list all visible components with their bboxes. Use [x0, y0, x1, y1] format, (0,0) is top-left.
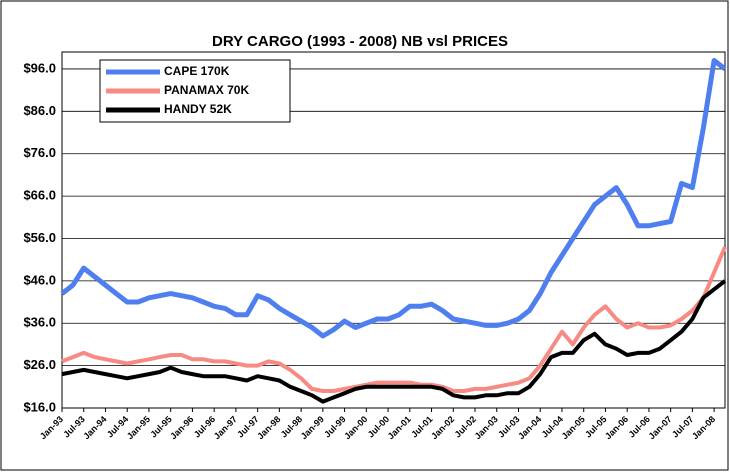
y-tick-label: $16.0	[23, 399, 56, 414]
y-tick-label: $26.0	[23, 357, 56, 372]
y-tick-label: $86.0	[23, 103, 56, 118]
lines	[60, 58, 727, 404]
legend-label: PANAMAX 70K	[164, 83, 249, 97]
chart-title: DRY CARGO (1993 - 2008) NB vsl PRICES	[212, 33, 508, 50]
y-tick-label: $76.0	[23, 145, 56, 160]
y-tick-label: $56.0	[23, 230, 56, 245]
y-tick-label: $46.0	[23, 272, 56, 287]
series-line	[60, 58, 727, 339]
y-tick-label: $36.0	[23, 315, 56, 330]
y-tick-label: $66.0	[23, 188, 56, 203]
y-tick-label: $96.0	[23, 60, 56, 75]
series-line	[61, 279, 727, 404]
legend: CAPE 170K PANAMAX 70K HANDY 52K	[99, 59, 291, 123]
legend-label: CAPE 170K	[164, 64, 230, 78]
series-line	[61, 246, 727, 393]
legend-label: HANDY 52K	[164, 102, 232, 116]
